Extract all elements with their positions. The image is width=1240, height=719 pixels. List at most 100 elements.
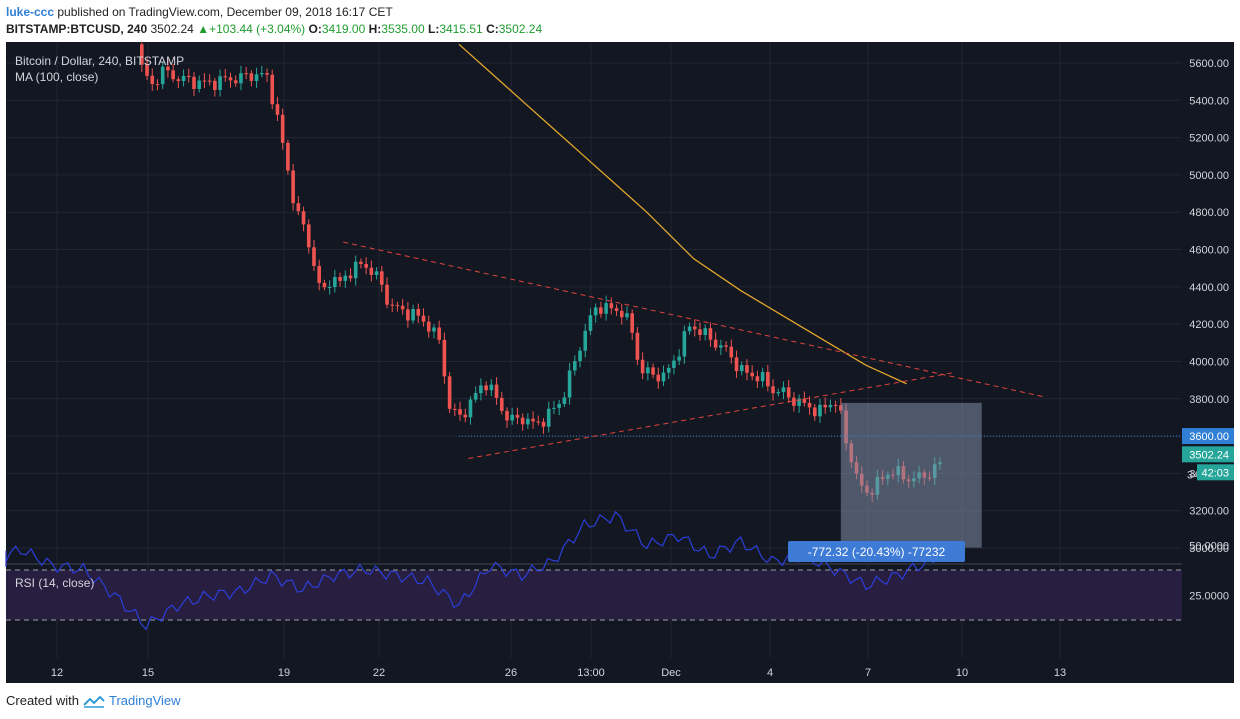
candle-body: [364, 263, 368, 268]
candle-body: [442, 339, 447, 377]
candle-body: [176, 79, 181, 82]
candle-body: [400, 305, 405, 310]
price-axis-background: [1182, 42, 1234, 658]
price-tick-label: 3000.00: [1189, 543, 1229, 555]
time-tick-label: Dec: [661, 667, 681, 679]
candle-body: [171, 70, 175, 80]
candle-body: [729, 346, 734, 358]
candle-body: [510, 414, 515, 421]
low-label: L:: [428, 22, 440, 36]
candle-body: [750, 372, 754, 377]
candle-body: [515, 414, 520, 418]
grid: [6, 42, 1182, 658]
candle-body: [301, 211, 306, 225]
candle-body: [719, 345, 723, 348]
candle-body: [520, 417, 525, 425]
high-value: 3535.00: [381, 22, 425, 36]
candle-body: [583, 330, 588, 351]
candle-body: [249, 73, 254, 81]
candle-body: [207, 80, 212, 82]
up-triangle-icon: ▲: [197, 22, 210, 36]
candle-body: [432, 327, 436, 332]
candle-body: [155, 84, 160, 86]
candle-body: [145, 64, 149, 76]
open-value: 3419.00: [321, 22, 366, 36]
candle-body: [458, 409, 462, 415]
candle-body: [406, 309, 410, 321]
candle-body: [192, 76, 196, 90]
candle-body: [818, 404, 822, 417]
candle-body: [823, 404, 828, 408]
price-tick-label: 5000.00: [1189, 170, 1229, 182]
candle-body: [181, 75, 186, 82]
candle-body: [228, 77, 233, 81]
candle-body: [239, 73, 243, 84]
candle-body: [546, 408, 551, 427]
candle-body: [213, 80, 217, 90]
candle-body: [651, 367, 655, 375]
candle-body: [599, 307, 603, 314]
candle-body: [421, 315, 426, 322]
candle-body: [499, 397, 504, 411]
price-change: +103.44 (+3.04%): [209, 22, 306, 36]
price-tick-label: 3800.00: [1189, 394, 1229, 406]
candle-body: [786, 387, 791, 398]
candle-body: [306, 224, 311, 248]
candle-body: [322, 282, 327, 288]
published-text: published on TradingView.com, December 0…: [57, 5, 393, 19]
candle-body: [473, 393, 478, 400]
trendline: [468, 372, 954, 459]
measure-label: -772.32 (-20.43%) -77232: [808, 545, 946, 559]
rsi-legend: RSI (14, close): [15, 576, 94, 590]
candle-body: [656, 374, 661, 382]
candle-body: [494, 384, 499, 398]
candle-body: [223, 76, 228, 78]
candle-body: [677, 356, 681, 361]
tradingview-brand[interactable]: TradingView: [108, 693, 181, 708]
candle-body: [484, 385, 488, 391]
close-value: 3502.24: [498, 22, 543, 36]
low-value: 3415.51: [439, 22, 483, 36]
chart-background: [6, 42, 1182, 658]
trendline: [343, 241, 1045, 398]
candle-body: [614, 308, 619, 311]
candle-body: [390, 304, 395, 306]
author-link[interactable]: luke-ccc: [6, 5, 55, 19]
candle-body: [150, 75, 155, 85]
candle-body: [140, 44, 144, 65]
price-axis[interactable]: 3000.003200.003400.003600.003800.004000.…: [1182, 58, 1234, 555]
level-price-tag: [1182, 428, 1234, 445]
candle-body: [630, 313, 634, 333]
candle-body: [453, 408, 457, 410]
candle-body: [218, 76, 222, 90]
symbol-info: BITSTAMP:BTCUSD, 240 3502.24 ▲+103.44 (+…: [6, 22, 542, 36]
measure-label-box: [788, 541, 965, 562]
candle-body: [708, 328, 713, 340]
candle-body: [479, 385, 483, 394]
last-price: 3502.24: [150, 22, 194, 36]
candle-body: [755, 376, 760, 382]
candle-body: [160, 66, 165, 85]
candle-body: [359, 261, 363, 264]
candle-body: [379, 271, 384, 285]
price-tick-label: 4000.00: [1189, 356, 1229, 368]
measure-box: [840, 402, 982, 548]
candle-body: [646, 367, 650, 374]
publish-info: luke-ccc published on TradingView.com, D…: [6, 5, 393, 19]
candle-body: [437, 327, 441, 340]
candle-body: [270, 74, 275, 105]
candle-body: [776, 392, 781, 394]
candle-body: [724, 345, 728, 347]
candle-body: [552, 407, 556, 409]
price-tick-label: 5200.00: [1189, 133, 1229, 145]
time-tick-label: 13:00: [577, 667, 605, 679]
time-tick-label: 26: [505, 667, 517, 679]
time-axis-background: [6, 658, 1234, 683]
candle-body: [541, 421, 546, 427]
candle-body: [792, 397, 796, 406]
price-tick-label: 4600.00: [1189, 245, 1229, 257]
time-axis[interactable]: 12 15 19 22 26 13:00 Dec 4 7 10 13: [51, 667, 1066, 679]
legend-ma: MA (100, close): [15, 70, 98, 84]
candle-body: [385, 284, 389, 305]
